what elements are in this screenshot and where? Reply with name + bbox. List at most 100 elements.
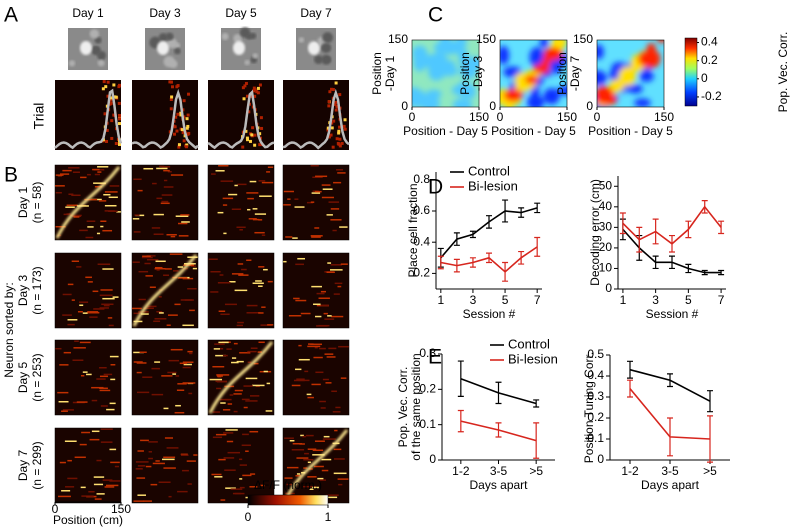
heat-speck	[237, 321, 244, 324]
heat-speck	[234, 184, 238, 187]
trial-speck	[106, 94, 110, 98]
heat-speck	[181, 221, 190, 223]
heat-speck	[288, 315, 302, 317]
heat-speck	[182, 277, 194, 280]
heat-speck	[88, 490, 95, 493]
heat-speck	[142, 376, 153, 378]
x-label: Days apart	[469, 478, 528, 492]
panel-label: B	[4, 164, 18, 187]
heat-speck	[267, 166, 274, 168]
heat-speck	[261, 181, 274, 184]
y-tick-label: 150	[476, 32, 496, 46]
error-bar	[495, 381, 502, 405]
error-bar	[437, 255, 444, 270]
colorbar-tick-label: 0.2	[701, 53, 718, 67]
heat-speck	[135, 461, 149, 463]
heat-speck	[96, 459, 102, 462]
y-label: Position	[555, 52, 569, 95]
cell-body	[233, 41, 245, 55]
heat-speck	[310, 165, 319, 167]
heat-speck	[253, 311, 261, 314]
error-bar	[486, 252, 492, 264]
heat-speck	[180, 453, 188, 456]
panel-label: A	[4, 4, 18, 27]
heat-speck	[77, 310, 83, 313]
trial-speck	[185, 126, 189, 130]
heat-speck	[298, 344, 302, 347]
heat-speck	[222, 354, 228, 357]
heat-speck	[318, 324, 330, 327]
heat-speck	[133, 312, 142, 315]
heat-speck	[148, 451, 153, 453]
heat-speck	[163, 407, 169, 410]
heat-speck	[154, 267, 166, 270]
trial-speck	[103, 112, 107, 116]
pv-blob	[558, 85, 567, 96]
heat-speck	[156, 311, 163, 313]
heat-speck	[163, 274, 170, 277]
trial-speck	[110, 136, 114, 140]
heat-speck	[92, 290, 99, 293]
heat-speck	[299, 443, 305, 445]
heat-speck	[236, 226, 246, 229]
heat-speck	[71, 299, 75, 301]
heat-speck	[283, 260, 287, 263]
trial-speck	[256, 91, 260, 95]
heat-speck	[77, 205, 89, 207]
heat-speck	[253, 362, 259, 365]
trial-trace	[131, 88, 199, 150]
heat-speck	[239, 478, 243, 480]
heat-speck	[323, 435, 330, 438]
heat-speck	[154, 266, 163, 269]
heat-speck	[313, 303, 321, 306]
heat-speck	[80, 374, 85, 377]
heat-speck	[236, 324, 243, 327]
pv-blob	[412, 45, 428, 61]
heat-speck	[233, 342, 238, 345]
heat-speck	[327, 262, 332, 264]
trial-speck	[327, 104, 331, 108]
heat-speck	[163, 169, 170, 172]
heat-speck	[220, 402, 226, 404]
heat-speck	[306, 201, 314, 204]
trial-trace	[207, 89, 275, 150]
colorbar-tick-label: -0.2	[701, 89, 722, 103]
heat-speck	[237, 263, 244, 265]
trial-speck	[185, 143, 189, 147]
heat-speck	[167, 170, 172, 173]
heat-speck	[211, 473, 222, 476]
panel-label: C	[428, 4, 443, 27]
cell-texture	[158, 32, 168, 43]
heat-speck	[137, 189, 143, 192]
x-tick-label: 1-2	[452, 464, 470, 478]
y-label: Position Tuning Corr.	[582, 352, 596, 463]
trial-speck	[330, 126, 334, 130]
heat-speck	[220, 499, 226, 501]
heat-speck	[297, 257, 306, 260]
cell-texture	[324, 56, 331, 63]
heat-speck	[325, 494, 339, 496]
heat-speck	[108, 196, 118, 199]
heat-speck	[79, 443, 87, 446]
heat-speck	[320, 304, 329, 307]
pv-blob	[539, 60, 550, 75]
heat-speck	[102, 229, 113, 232]
trial-speck	[337, 131, 341, 135]
heat-speck	[223, 232, 227, 235]
decoration	[54, 27, 698, 506]
heat-speck	[140, 439, 149, 442]
heat-speck	[311, 236, 321, 238]
trial-speck	[255, 90, 259, 94]
pv-blob	[426, 89, 442, 99]
heat-speck	[97, 166, 109, 168]
heat-speck	[246, 259, 252, 262]
heat-speck	[239, 458, 243, 461]
error-bar	[534, 236, 541, 257]
pv-blob	[597, 70, 607, 86]
heat-speck	[310, 343, 322, 346]
heat-speck	[91, 430, 100, 433]
heat-diagonal	[55, 166, 121, 239]
heat-speck	[137, 494, 147, 496]
trial-speck	[110, 119, 114, 123]
trial-speck	[334, 81, 338, 85]
